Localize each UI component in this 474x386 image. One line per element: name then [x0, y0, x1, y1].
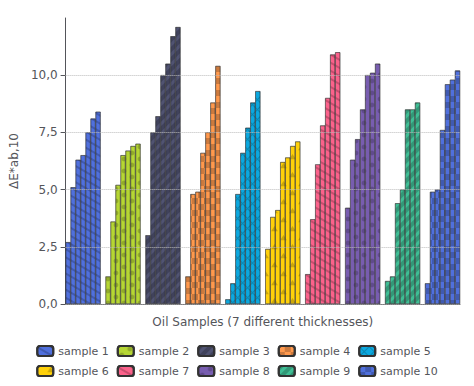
svg-text:Oil Samples (7 different thick: Oil Samples (7 different thicknesses) [152, 315, 373, 329]
svg-text:sample 7: sample 7 [139, 365, 190, 378]
svg-text:sample 1: sample 1 [58, 345, 109, 358]
svg-text:sample 5: sample 5 [380, 345, 431, 358]
svg-text:sample 6: sample 6 [58, 365, 109, 378]
svg-text:7,5: 7,5 [39, 125, 58, 139]
svg-text:5,0: 5,0 [39, 183, 58, 197]
svg-text:sample 4: sample 4 [300, 345, 351, 358]
svg-text:0,0: 0,0 [39, 297, 58, 311]
svg-text:sample 9: sample 9 [300, 365, 351, 378]
svg-text:sample 2: sample 2 [139, 345, 190, 358]
svg-text:2,5: 2,5 [39, 240, 58, 254]
svg-text:sample 8: sample 8 [219, 365, 269, 378]
svg-text:sample 10: sample 10 [380, 365, 438, 378]
svg-text:10,0: 10,0 [31, 68, 58, 82]
svg-text:sample 3: sample 3 [219, 345, 269, 358]
svg-text:ΔE*ab,10: ΔE*ab,10 [7, 133, 21, 189]
